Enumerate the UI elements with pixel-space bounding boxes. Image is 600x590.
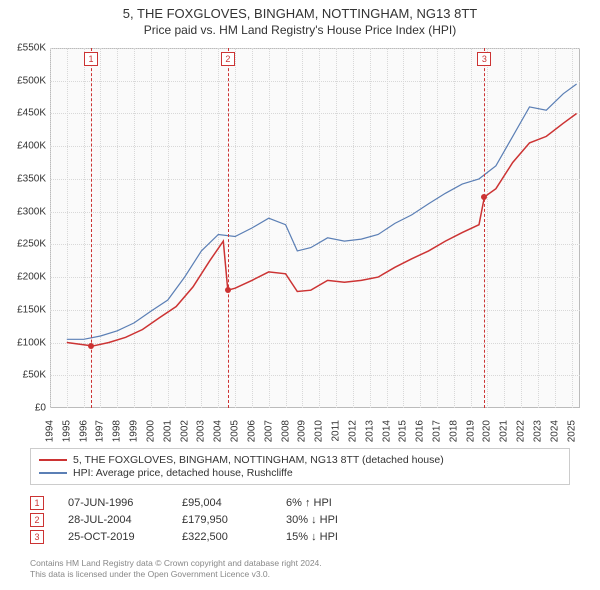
- x-axis-label: 2003: [196, 420, 207, 442]
- footer-line: Contains HM Land Registry data © Crown c…: [30, 558, 322, 569]
- x-axis-label: 2016: [415, 420, 426, 442]
- marker-line: [484, 48, 485, 408]
- footer: Contains HM Land Registry data © Crown c…: [30, 558, 322, 580]
- y-axis-label: £250K: [2, 239, 46, 250]
- y-axis-label: £400K: [2, 141, 46, 152]
- transaction-date: 28-JUL-2004: [68, 514, 158, 526]
- x-axis-label: 1999: [129, 420, 140, 442]
- legend-label: 5, THE FOXGLOVES, BINGHAM, NOTTINGHAM, N…: [73, 454, 444, 466]
- transaction-delta: 15% ↓ HPI: [286, 531, 366, 543]
- x-axis-label: 2005: [230, 420, 241, 442]
- title-block: 5, THE FOXGLOVES, BINGHAM, NOTTINGHAM, N…: [0, 0, 600, 37]
- chart-title: 5, THE FOXGLOVES, BINGHAM, NOTTINGHAM, N…: [0, 6, 600, 21]
- y-axis-label: £0: [2, 403, 46, 414]
- x-axis-label: 2018: [448, 420, 459, 442]
- chart-subtitle: Price paid vs. HM Land Registry's House …: [0, 23, 600, 37]
- x-axis-label: 2009: [297, 420, 308, 442]
- x-axis-label: 2014: [381, 420, 392, 442]
- legend-item: 5, THE FOXGLOVES, BINGHAM, NOTTINGHAM, N…: [39, 454, 561, 466]
- transaction-price: £179,950: [182, 514, 262, 526]
- table-row: 1 07-JUN-1996 £95,004 6% ↑ HPI: [30, 496, 570, 510]
- marker-dot: [481, 194, 487, 200]
- x-axis-label: 2024: [549, 420, 560, 442]
- transaction-marker: 3: [30, 530, 44, 544]
- x-axis-label: 2020: [482, 420, 493, 442]
- footer-line: This data is licensed under the Open Gov…: [30, 569, 322, 580]
- marker-dot: [88, 343, 94, 349]
- transaction-price: £322,500: [182, 531, 262, 543]
- x-axis-label: 2011: [331, 420, 342, 442]
- y-axis-label: £550K: [2, 43, 46, 54]
- legend: 5, THE FOXGLOVES, BINGHAM, NOTTINGHAM, N…: [30, 448, 570, 485]
- x-axis-label: 1995: [61, 420, 72, 442]
- y-axis-label: £200K: [2, 272, 46, 283]
- x-axis-label: 2025: [566, 420, 577, 442]
- x-axis-label: 1997: [95, 420, 106, 442]
- x-axis-label: 2000: [145, 420, 156, 442]
- marker-number: 1: [84, 52, 98, 66]
- x-axis-label: 2021: [499, 420, 510, 442]
- marker-number: 3: [477, 52, 491, 66]
- y-axis-label: £500K: [2, 75, 46, 86]
- legend-item: HPI: Average price, detached house, Rush…: [39, 467, 561, 479]
- x-axis-label: 2004: [213, 420, 224, 442]
- transaction-date: 07-JUN-1996: [68, 497, 158, 509]
- legend-label: HPI: Average price, detached house, Rush…: [73, 467, 293, 479]
- x-axis-label: 2001: [162, 420, 173, 442]
- x-axis-label: 2008: [280, 420, 291, 442]
- marker-line: [228, 48, 229, 408]
- table-row: 3 25-OCT-2019 £322,500 15% ↓ HPI: [30, 530, 570, 544]
- x-axis-label: 2007: [263, 420, 274, 442]
- y-axis-label: £50K: [2, 370, 46, 381]
- table-row: 2 28-JUL-2004 £179,950 30% ↓ HPI: [30, 513, 570, 527]
- x-axis-label: 2019: [465, 420, 476, 442]
- marker-number: 2: [221, 52, 235, 66]
- x-axis-label: 2012: [347, 420, 358, 442]
- transaction-price: £95,004: [182, 497, 262, 509]
- x-axis-label: 2006: [246, 420, 257, 442]
- x-axis-label: 2022: [516, 420, 527, 442]
- x-axis-label: 2023: [532, 420, 543, 442]
- x-axis-label: 2010: [314, 420, 325, 442]
- transaction-delta: 30% ↓ HPI: [286, 514, 366, 526]
- marker-dot: [225, 287, 231, 293]
- y-axis-label: £450K: [2, 108, 46, 119]
- x-axis-label: 1996: [78, 420, 89, 442]
- hpi-line: [67, 84, 577, 339]
- x-axis-label: 2017: [431, 420, 442, 442]
- y-axis-label: £100K: [2, 337, 46, 348]
- y-axis-label: £300K: [2, 206, 46, 217]
- legend-swatch: [39, 472, 67, 474]
- x-axis-label: 1994: [45, 420, 56, 442]
- marker-line: [91, 48, 92, 408]
- x-axis-label: 2013: [364, 420, 375, 442]
- transaction-marker: 1: [30, 496, 44, 510]
- x-axis-label: 2002: [179, 420, 190, 442]
- x-axis-label: 2015: [398, 420, 409, 442]
- transactions-table: 1 07-JUN-1996 £95,004 6% ↑ HPI 2 28-JUL-…: [30, 493, 570, 547]
- transaction-marker: 2: [30, 513, 44, 527]
- x-axis-label: 1998: [112, 420, 123, 442]
- chart-area: £0£50K£100K£150K£200K£250K£300K£350K£400…: [50, 48, 580, 408]
- y-axis-label: £150K: [2, 304, 46, 315]
- transaction-date: 25-OCT-2019: [68, 531, 158, 543]
- transaction-delta: 6% ↑ HPI: [286, 497, 366, 509]
- chart-lines: [50, 48, 580, 408]
- y-axis-label: £350K: [2, 173, 46, 184]
- legend-swatch: [39, 459, 67, 461]
- price-paid-line: [67, 114, 577, 346]
